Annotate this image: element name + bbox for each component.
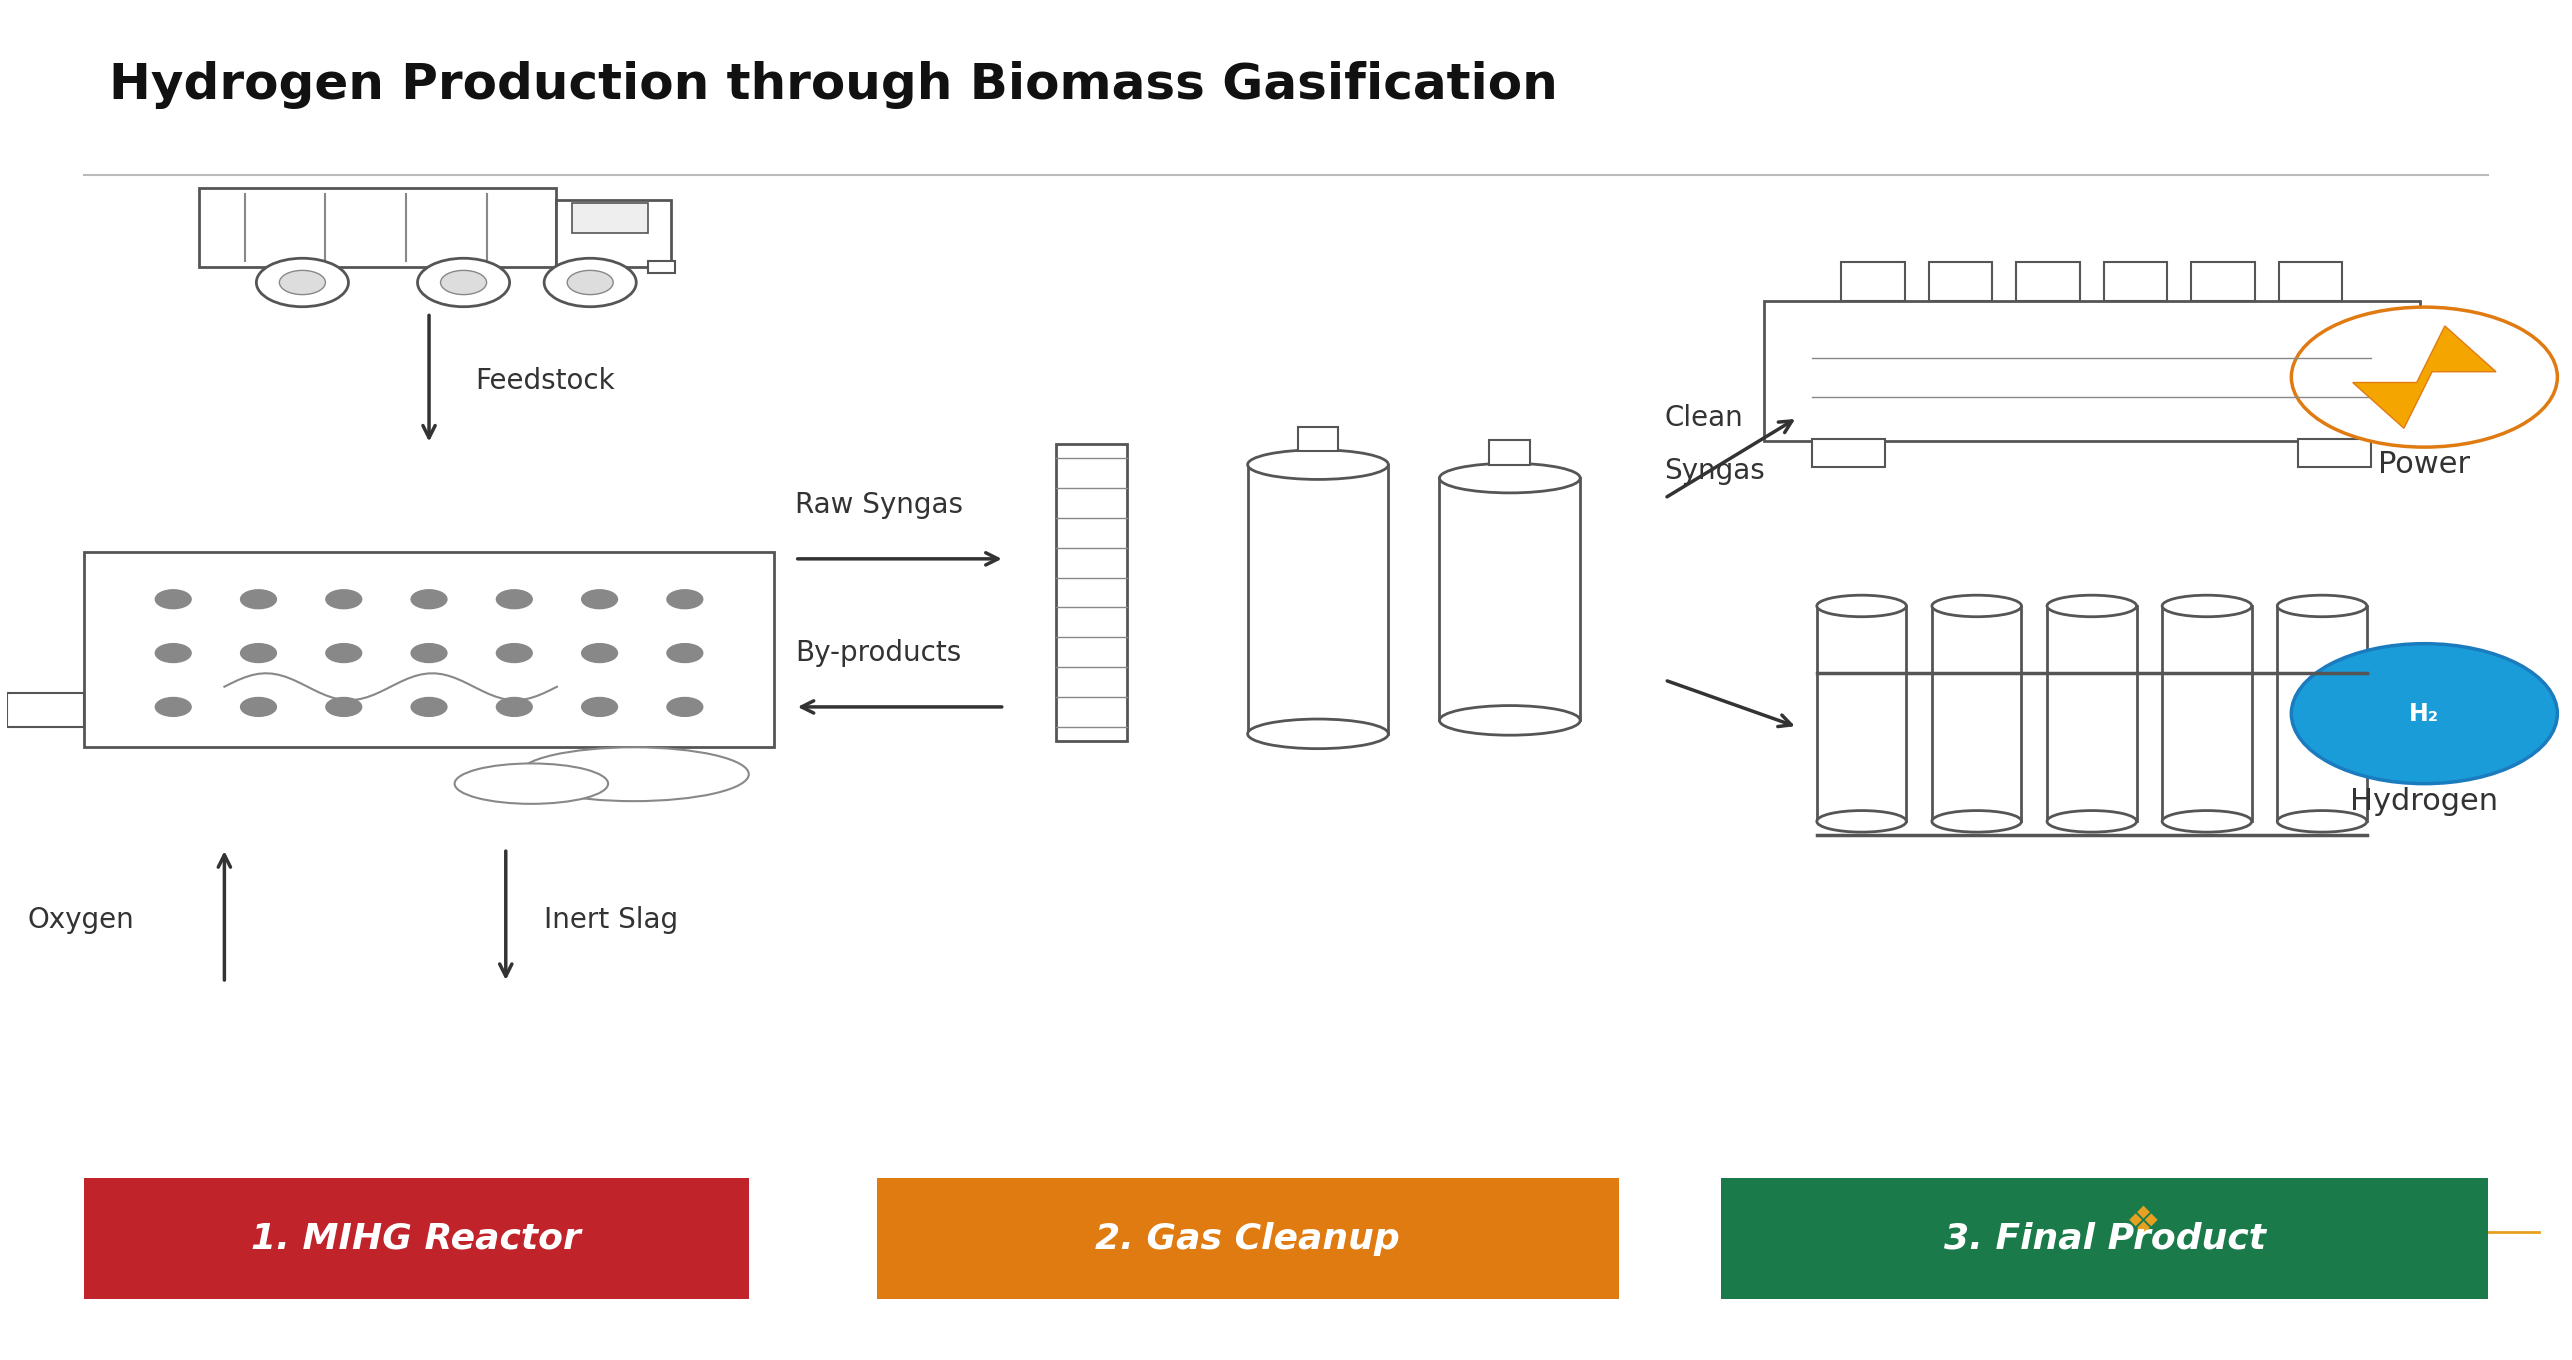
Circle shape [666,590,702,609]
Circle shape [666,698,702,717]
FancyBboxPatch shape [2420,339,2505,416]
Circle shape [242,643,275,662]
Circle shape [242,590,275,609]
Ellipse shape [1932,811,2022,832]
FancyBboxPatch shape [2047,607,2137,821]
FancyBboxPatch shape [877,1178,1618,1299]
Text: Hydrogen Production through Biomass Gasification: Hydrogen Production through Biomass Gasi… [108,61,1559,109]
Text: 2. Gas Cleanup: 2. Gas Cleanup [1096,1221,1399,1255]
Text: 1. MIHG Reactor: 1. MIHG Reactor [252,1221,581,1255]
Ellipse shape [2163,811,2250,832]
Circle shape [581,643,617,662]
Circle shape [327,698,363,717]
Ellipse shape [1247,719,1389,748]
Ellipse shape [520,747,748,801]
Circle shape [581,698,617,717]
Ellipse shape [1440,706,1579,736]
Circle shape [327,643,363,662]
Circle shape [581,590,617,609]
Circle shape [154,698,190,717]
FancyBboxPatch shape [2104,262,2168,301]
FancyBboxPatch shape [1055,445,1127,741]
FancyBboxPatch shape [1721,1178,2487,1299]
Circle shape [280,271,327,295]
Ellipse shape [2276,596,2366,616]
FancyBboxPatch shape [2299,439,2371,466]
Circle shape [257,258,347,307]
FancyBboxPatch shape [1489,441,1530,465]
FancyBboxPatch shape [85,1178,748,1299]
Text: Feedstock: Feedstock [476,367,615,396]
Text: ROSS CENTER: ROSS CENTER [2284,1246,2402,1259]
Circle shape [412,643,448,662]
Ellipse shape [1440,464,1579,492]
Circle shape [154,590,190,609]
Ellipse shape [2047,596,2137,616]
Text: Raw Syngas: Raw Syngas [795,491,962,520]
Circle shape [2292,643,2557,783]
Circle shape [568,271,612,295]
FancyBboxPatch shape [85,552,774,747]
Text: Power: Power [2379,450,2472,479]
FancyBboxPatch shape [1247,465,1389,734]
Circle shape [545,258,635,307]
FancyBboxPatch shape [198,188,556,267]
Ellipse shape [455,763,607,804]
FancyBboxPatch shape [2191,262,2256,301]
Polygon shape [2353,326,2495,428]
FancyBboxPatch shape [2276,607,2366,821]
Circle shape [440,271,486,295]
Text: WRI INDIA: WRI INDIA [2284,1200,2405,1219]
Circle shape [417,258,509,307]
Ellipse shape [2276,811,2366,832]
Text: Syngas: Syngas [1664,457,1764,486]
FancyBboxPatch shape [2016,262,2081,301]
Text: Clean: Clean [1664,404,1744,431]
Circle shape [2292,307,2557,447]
Text: By-products: By-products [795,639,962,666]
FancyBboxPatch shape [1932,607,2022,821]
Circle shape [496,590,532,609]
FancyBboxPatch shape [2279,262,2343,301]
FancyBboxPatch shape [1842,262,1906,301]
Ellipse shape [1247,450,1389,480]
Circle shape [666,643,702,662]
Text: 3. Final Product: 3. Final Product [1944,1221,2266,1255]
Ellipse shape [2163,596,2250,616]
Ellipse shape [1816,811,1906,832]
Text: ❖: ❖ [2124,1204,2160,1242]
Circle shape [496,643,532,662]
Ellipse shape [2047,811,2137,832]
Circle shape [496,698,532,717]
Circle shape [154,643,190,662]
FancyBboxPatch shape [1440,479,1579,721]
FancyBboxPatch shape [1816,607,1906,821]
Ellipse shape [1816,596,1906,616]
Text: Inert Slag: Inert Slag [545,906,679,933]
FancyBboxPatch shape [2163,607,2250,821]
Circle shape [242,698,275,717]
FancyBboxPatch shape [1929,262,1993,301]
FancyBboxPatch shape [1813,439,1885,466]
Text: H₂: H₂ [2410,702,2438,726]
FancyBboxPatch shape [648,261,676,273]
FancyBboxPatch shape [8,694,85,728]
FancyBboxPatch shape [1296,427,1337,452]
FancyBboxPatch shape [556,200,671,267]
Ellipse shape [1932,596,2022,616]
Text: Oxygen: Oxygen [28,906,134,933]
Circle shape [327,590,363,609]
FancyBboxPatch shape [571,203,648,233]
Circle shape [412,590,448,609]
Text: Hydrogen: Hydrogen [2351,786,2497,816]
FancyBboxPatch shape [1764,301,2420,442]
Circle shape [412,698,448,717]
